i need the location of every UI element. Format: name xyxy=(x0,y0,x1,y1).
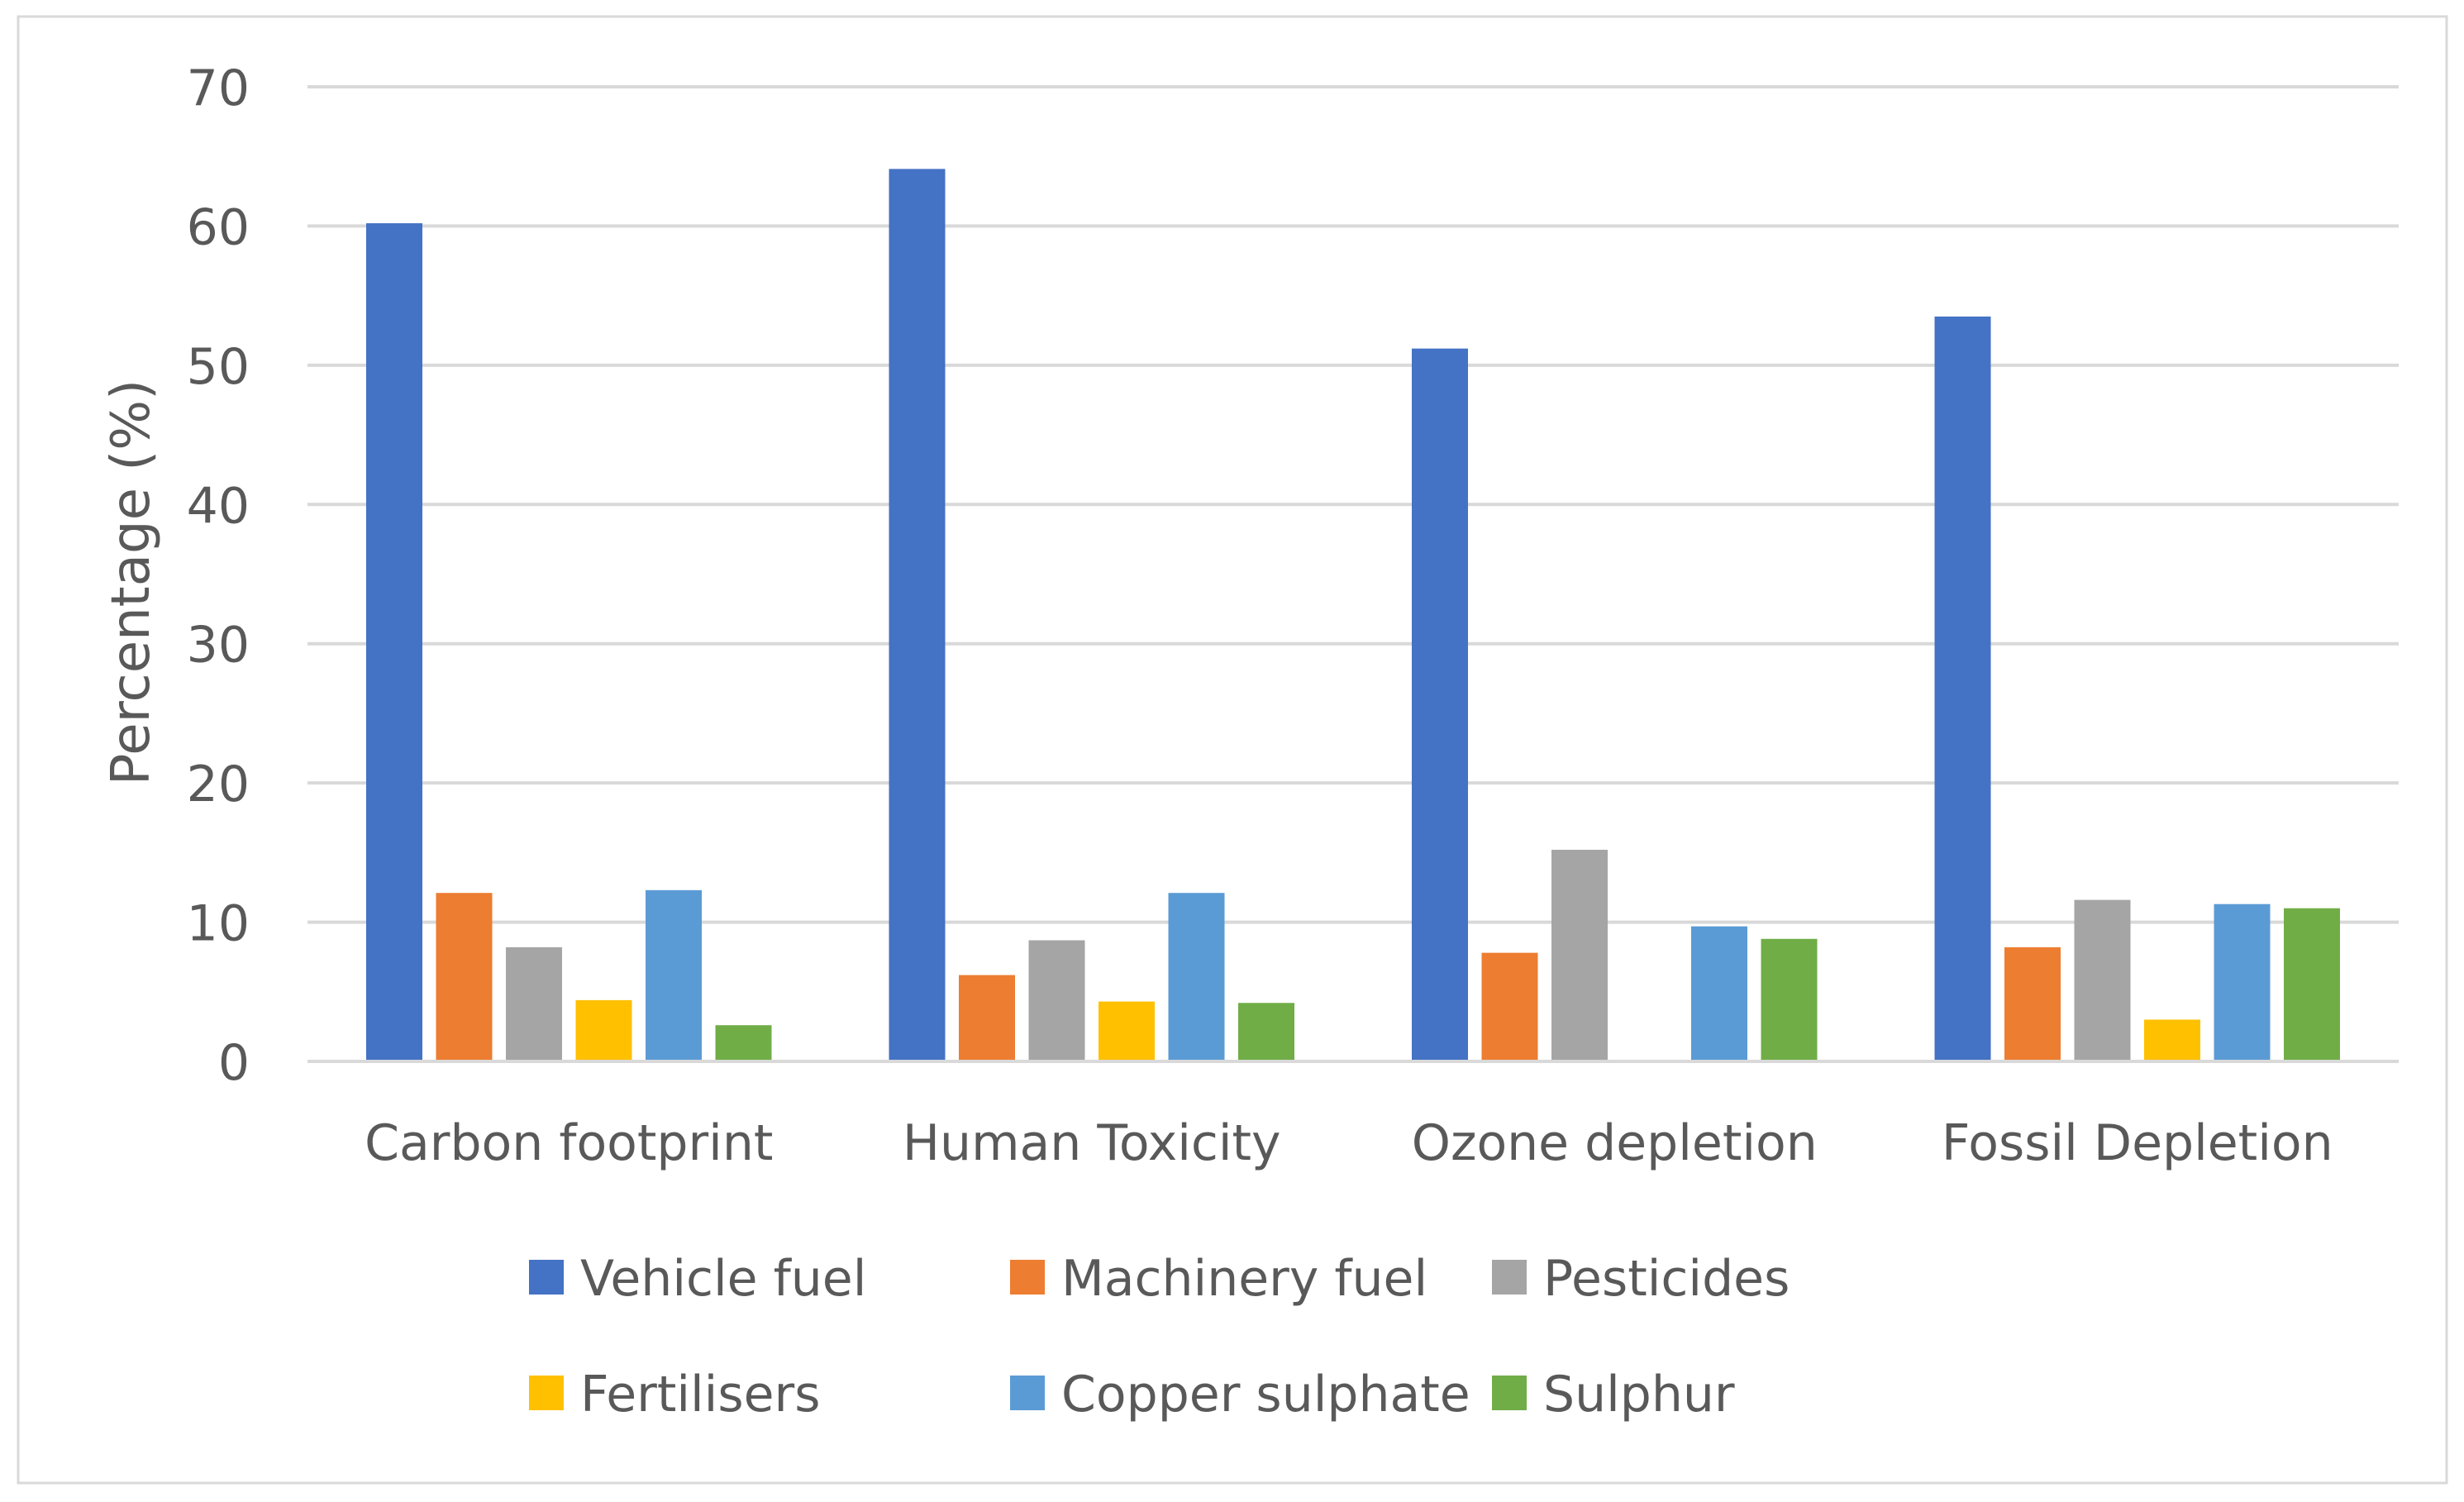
x-tick-label: Fossil Depletion xyxy=(1942,1114,2333,1172)
bars xyxy=(366,169,2340,1062)
legend-swatch xyxy=(1492,1260,1527,1295)
bar xyxy=(2284,908,2340,1061)
bar xyxy=(959,975,1015,1061)
bar xyxy=(1551,849,1608,1061)
bar xyxy=(1412,348,1468,1061)
legend-item: Machinery fuel xyxy=(1010,1250,1427,1308)
legend-item: Vehicle fuel xyxy=(529,1250,866,1308)
y-axis-ticks: 0 10 20 30 40 50 60 70 xyxy=(187,60,250,1092)
y-tick-label: 60 xyxy=(187,198,250,256)
y-axis-label: Percentage (%) xyxy=(101,379,162,785)
legend-swatch xyxy=(1010,1376,1045,1410)
bar xyxy=(366,223,422,1061)
x-tick-label: Ozone depletion xyxy=(1412,1114,1818,1172)
bar xyxy=(2214,904,2271,1061)
bar xyxy=(575,999,632,1061)
y-tick-label: 40 xyxy=(187,477,250,535)
x-tick-label: Human Toxicity xyxy=(903,1114,1281,1172)
legend-label: Sulphur xyxy=(1543,1366,1735,1423)
bar xyxy=(1691,926,1747,1061)
legend-swatch xyxy=(1010,1260,1045,1295)
y-tick-label: 30 xyxy=(187,617,250,675)
legend-item: Pesticides xyxy=(1492,1250,1790,1308)
bar xyxy=(1238,1003,1294,1061)
legend-item: Fertilisers xyxy=(529,1366,820,1423)
bar xyxy=(1028,940,1085,1061)
bar xyxy=(436,893,493,1061)
y-tick-label: 70 xyxy=(187,60,250,117)
legend-item: Copper sulphate xyxy=(1010,1366,1470,1423)
bar xyxy=(2004,946,2061,1061)
y-tick-label: 50 xyxy=(187,338,250,396)
bar xyxy=(2144,1019,2200,1061)
bar xyxy=(1099,1001,1155,1061)
legend-swatch xyxy=(1492,1376,1527,1410)
bar xyxy=(715,1025,772,1061)
bar xyxy=(889,169,946,1062)
chart-border xyxy=(17,15,2448,1485)
y-tick-label: 0 xyxy=(218,1034,250,1092)
x-tick-label: Carbon footprint xyxy=(365,1114,773,1172)
legend: Vehicle fuel Machinery fuel Pesticides Fert… xyxy=(529,1250,1790,1423)
legend-label: Pesticides xyxy=(1543,1250,1790,1308)
bar xyxy=(506,946,562,1061)
bar xyxy=(1761,938,1818,1061)
legend-label: Vehicle fuel xyxy=(580,1250,866,1308)
bar xyxy=(2074,899,2131,1061)
bar xyxy=(646,889,702,1061)
legend-item: Sulphur xyxy=(1492,1366,1735,1423)
legend-label: Fertilisers xyxy=(580,1366,820,1423)
y-tick-label: 10 xyxy=(187,895,250,953)
legend-label: Copper sulphate xyxy=(1061,1366,1470,1423)
bar xyxy=(1934,316,1991,1062)
legend-swatch xyxy=(529,1260,564,1295)
y-tick-label: 20 xyxy=(187,756,250,813)
legend-label: Machinery fuel xyxy=(1061,1250,1427,1308)
bar xyxy=(1481,952,1538,1061)
x-axis-labels: Carbon footprint Human Toxicity Ozone depl… xyxy=(365,1114,2333,1172)
bar xyxy=(1168,893,1225,1061)
legend-swatch xyxy=(529,1376,564,1410)
